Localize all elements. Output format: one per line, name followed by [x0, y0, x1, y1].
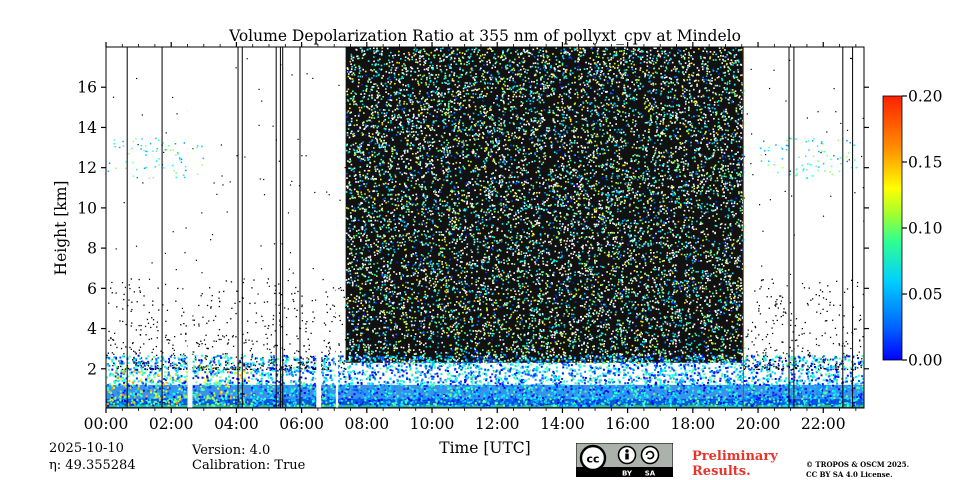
x-tick-label: 04:00 [214, 415, 259, 433]
x-tick-label: 18:00 [671, 415, 716, 433]
heatmap-area [106, 47, 864, 408]
x-tick-label: 20:00 [736, 415, 781, 433]
x-tick-label: 02:00 [149, 415, 194, 433]
chart-title: Volume Depolarization Ratio at 355 nm of… [228, 27, 741, 45]
x-tick-label: 06:00 [279, 415, 324, 433]
data-gap-1 [316, 47, 322, 408]
footer-calibration: Calibration: True [192, 458, 306, 473]
x-axis-label: Time [UTC] [439, 439, 530, 457]
preliminary-line-1: Preliminary [692, 449, 778, 464]
preliminary-label: Preliminary Results. [692, 449, 778, 479]
x-tick-label: 00:00 [84, 415, 129, 433]
colorbar [882, 95, 903, 361]
sa-icon [640, 445, 660, 465]
y-tick-label: 16 [77, 79, 97, 97]
x-tick-label: 12:00 [475, 415, 520, 433]
y-axis-label: Height [km] [52, 181, 70, 276]
data-gap-0 [187, 47, 193, 408]
cc-sa-text: SA [645, 470, 656, 478]
y-tick-label: 8 [87, 240, 97, 258]
license-line-1: © TROPOS & OSCM 2025. [806, 460, 910, 469]
footer-date: 2025-10-10 [49, 441, 124, 456]
y-tick-label: 4 [87, 320, 97, 338]
license-text: © TROPOS & OSCM 2025. CC BY SA 4.0 Licen… [806, 460, 909, 480]
x-tick-label: 10:00 [410, 415, 455, 433]
preliminary-line-2: Results. [692, 464, 751, 479]
cc-by-text: BY [622, 470, 633, 478]
colorbar-tick-label: 0.00 [908, 352, 943, 370]
colorbar-tick-label: 0.15 [908, 154, 943, 172]
cc-icon [579, 444, 607, 472]
x-tick-label: 16:00 [605, 415, 650, 433]
colorbar-tick-label: 0.20 [908, 88, 943, 106]
colorbar-tick-label: 0.10 [908, 220, 943, 238]
y-tick-label: 2 [87, 360, 97, 378]
license-line-2: CC BY SA 4.0 License. [806, 470, 893, 479]
x-tick-label: 22:00 [801, 415, 846, 433]
y-tick-label: 14 [77, 119, 97, 137]
y-tick-label: 6 [87, 280, 97, 298]
colorbar-tick-label: 0.05 [908, 286, 943, 304]
footer-eta: η: 49.355284 [49, 458, 136, 473]
cc-by-sa-badge: cc BY SA [576, 443, 673, 477]
y-tick-label: 10 [77, 199, 97, 217]
plot-frame [105, 46, 865, 409]
data-gap-2 [335, 47, 339, 408]
cc-label: cc [586, 453, 599, 466]
x-tick-label: 14:00 [540, 415, 585, 433]
x-tick-label: 08:00 [344, 415, 389, 433]
y-tick-label: 12 [77, 159, 97, 177]
footer-version: Version: 4.0 [192, 443, 271, 458]
